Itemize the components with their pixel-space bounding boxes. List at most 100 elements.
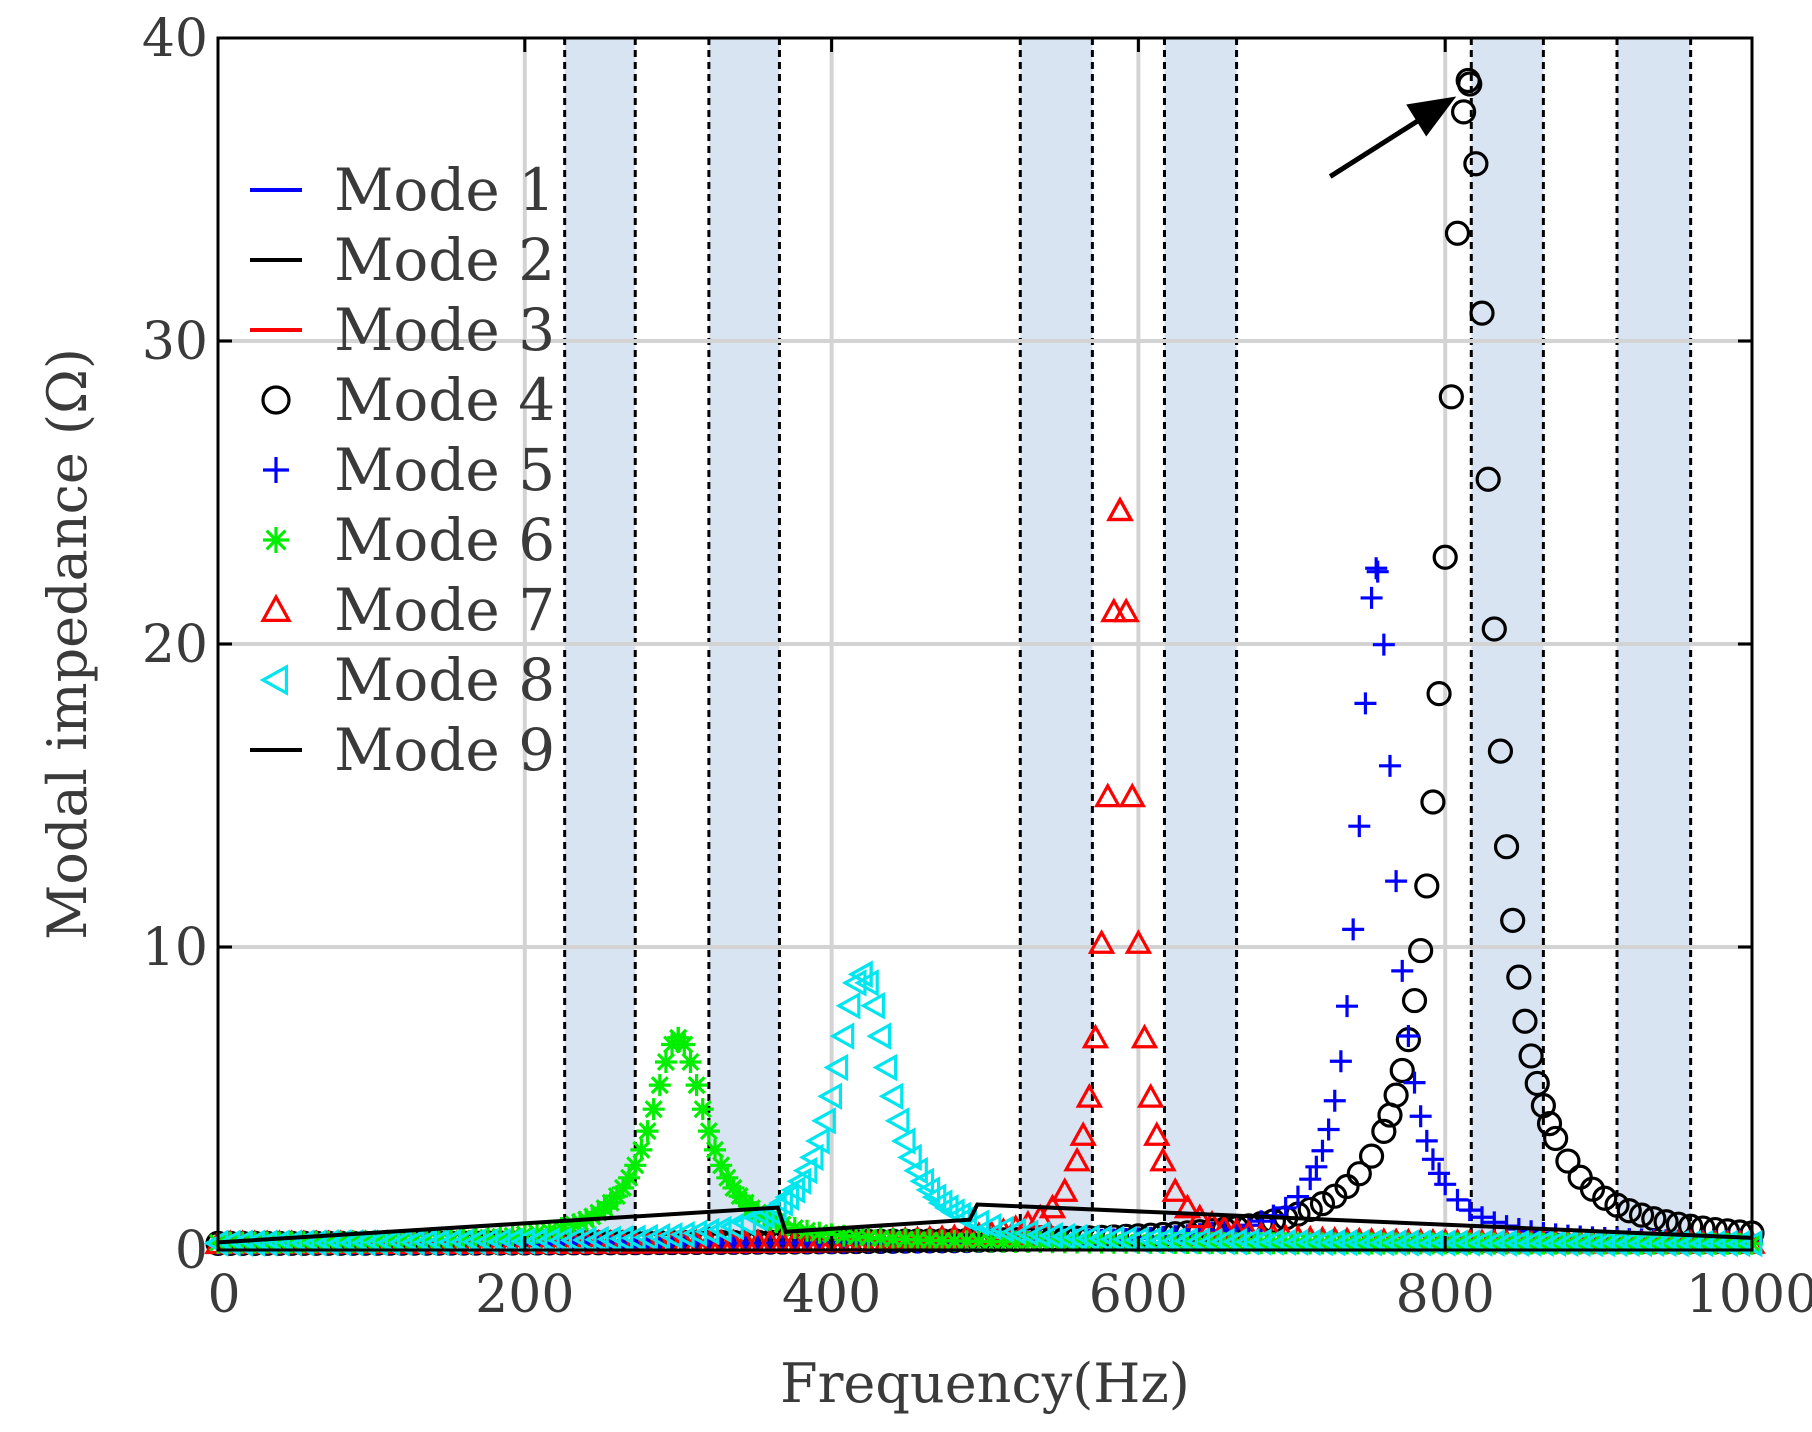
mode-8-point-67-shape xyxy=(878,1082,904,1111)
mode-8-point-38-shape xyxy=(670,1220,695,1249)
mode-7-point-72-shape xyxy=(1075,1082,1104,1108)
mode-5-point-106-shape xyxy=(1397,1025,1420,1048)
mode-6-point-22 xyxy=(476,1226,499,1249)
mode-8-point-39-shape xyxy=(682,1219,708,1247)
mode-5-point-112-shape xyxy=(1434,1173,1457,1196)
mode-8-point-11-shape xyxy=(338,1229,364,1257)
mode-4-point-117 xyxy=(1500,907,1526,933)
mode-8-point-102-shape xyxy=(1234,1228,1260,1256)
mode-6-point-38 xyxy=(618,1166,641,1189)
mode-6-point-90 xyxy=(1090,1231,1113,1254)
mode-8-point-100-shape xyxy=(1210,1227,1235,1256)
mode-6-point-51 xyxy=(691,1098,714,1121)
mode-8-point-21 xyxy=(461,1228,487,1256)
mode-8-point-35 xyxy=(633,1223,658,1252)
mode-8-point-106 xyxy=(1283,1228,1309,1257)
mode-8-point-95 xyxy=(1148,1226,1174,1255)
y-tick-label-20: 20 xyxy=(142,615,208,675)
mode-6-point-51-shape xyxy=(691,1098,714,1121)
mode-6-point-52-shape xyxy=(697,1120,720,1143)
mode-8-point-12 xyxy=(350,1228,376,1257)
mode-6-point-53 xyxy=(704,1138,727,1161)
mode-8-point-105 xyxy=(1271,1228,1297,1256)
mode-6-point-71 xyxy=(857,1226,880,1249)
mode-7-point-78-shape xyxy=(1106,496,1134,522)
mode-5-point-95 xyxy=(1336,995,1359,1018)
mode-4-point-120 xyxy=(1518,1043,1544,1069)
legend-swatch-mode-4 xyxy=(261,385,291,415)
mode-7-point-86-shape xyxy=(1161,1177,1189,1202)
mode-8-point-10 xyxy=(326,1229,352,1257)
mode-5-point-107 xyxy=(1403,1071,1426,1094)
y-axis-label: Modal impedance (Ω) xyxy=(36,348,99,940)
mode-7-point-86 xyxy=(1161,1177,1189,1202)
mode-4-point-97-shape xyxy=(1383,1082,1409,1108)
mode-6-point-39 xyxy=(624,1154,647,1177)
mode-8-point-71-shape xyxy=(903,1156,928,1185)
mode-8-point-24 xyxy=(498,1227,523,1256)
mode-6-point-28-shape xyxy=(550,1217,573,1240)
mode-8-point-22 xyxy=(473,1228,499,1256)
mode-8-point-17 xyxy=(412,1228,438,1257)
mode-5-point-102 xyxy=(1372,633,1395,656)
mode-7-point-87-shape xyxy=(1173,1193,1202,1219)
mode-4-point-93-shape xyxy=(1346,1161,1372,1187)
mode-7-point-73-shape xyxy=(1081,1023,1110,1049)
mode-8-point-19-shape xyxy=(436,1228,462,1256)
mode-8-point-23 xyxy=(485,1227,511,1256)
grid-lines xyxy=(218,38,1752,1250)
mode-6-point-67-shape xyxy=(808,1221,831,1244)
mode-8-point-100 xyxy=(1210,1227,1235,1256)
mode-6-point-91-shape xyxy=(1102,1231,1125,1254)
mode-4-point-112 xyxy=(1469,300,1495,326)
mode-8-point-67 xyxy=(878,1082,904,1111)
mode-8-point-55-shape xyxy=(811,1107,836,1135)
mode-8-point-91 xyxy=(1099,1225,1125,1253)
mode-6-point-53-shape xyxy=(704,1138,727,1161)
mode-5-point-92 xyxy=(1317,1118,1340,1141)
mode-4-point-122-shape xyxy=(1530,1092,1556,1119)
mode-8-point-108-shape xyxy=(1308,1228,1333,1257)
mode-7-point-71-shape xyxy=(1069,1121,1097,1146)
mode-6-point-50-shape xyxy=(685,1074,708,1097)
mode-8-point-54 xyxy=(805,1127,830,1155)
mode-8-point-90-shape xyxy=(1087,1224,1112,1253)
mode-8-point-99 xyxy=(1197,1227,1223,1256)
mode-6-point-29 xyxy=(562,1213,585,1236)
mode-7-point-83-shape xyxy=(1136,1082,1165,1108)
mode-5-point-97-shape xyxy=(1348,815,1371,838)
legend-label-mode-6: Mode 6 xyxy=(334,506,555,574)
mode-7-point-75-shape xyxy=(1094,782,1122,808)
mode-5-point-92-shape xyxy=(1317,1118,1340,1141)
mode-4-point-106-shape xyxy=(1438,384,1464,410)
mode-4-point-118-shape xyxy=(1506,964,1532,990)
legend-swatch-mode-6-shape xyxy=(263,527,289,553)
mode-8-point-92 xyxy=(1111,1225,1137,1254)
mode-8-point-16 xyxy=(400,1228,425,1257)
mode-6-point-15-shape xyxy=(391,1229,414,1252)
mode-8-point-10-shape xyxy=(326,1229,352,1257)
mode-4-point-110 xyxy=(1457,71,1483,97)
mode-8-point-63 xyxy=(854,969,879,997)
mode-8-point-56 xyxy=(817,1082,842,1111)
mode-6-point-97-shape xyxy=(1176,1232,1199,1255)
mode-6-point-44-shape xyxy=(654,1050,677,1073)
mode-8-point-85-shape xyxy=(1025,1220,1051,1249)
mode-8-point-87-shape xyxy=(1050,1222,1076,1251)
mode-8-point-97 xyxy=(1173,1227,1198,1255)
mode-6-point-22-shape xyxy=(476,1226,499,1249)
mode-8-point-32-shape xyxy=(596,1225,622,1253)
mode-8-point-39 xyxy=(682,1219,708,1247)
mode-8-point-27 xyxy=(535,1227,560,1255)
mode-4-point-102-shape xyxy=(1414,873,1440,899)
mode-5-point-91 xyxy=(1311,1139,1334,1162)
mode-7-point-70 xyxy=(1063,1146,1091,1172)
mode-5-point-89 xyxy=(1299,1168,1322,1191)
mode-8-point-83-shape xyxy=(1001,1217,1027,1246)
mode-5-point-98-shape xyxy=(1354,692,1377,715)
mode-8-point-103-shape xyxy=(1246,1228,1272,1256)
mode-4-point-131-shape xyxy=(1628,1202,1655,1228)
legend-label-mode-5: Mode 5 xyxy=(334,436,555,504)
mode-8-point-96-shape xyxy=(1160,1227,1186,1255)
mode-8-point-57-shape xyxy=(823,1053,849,1082)
